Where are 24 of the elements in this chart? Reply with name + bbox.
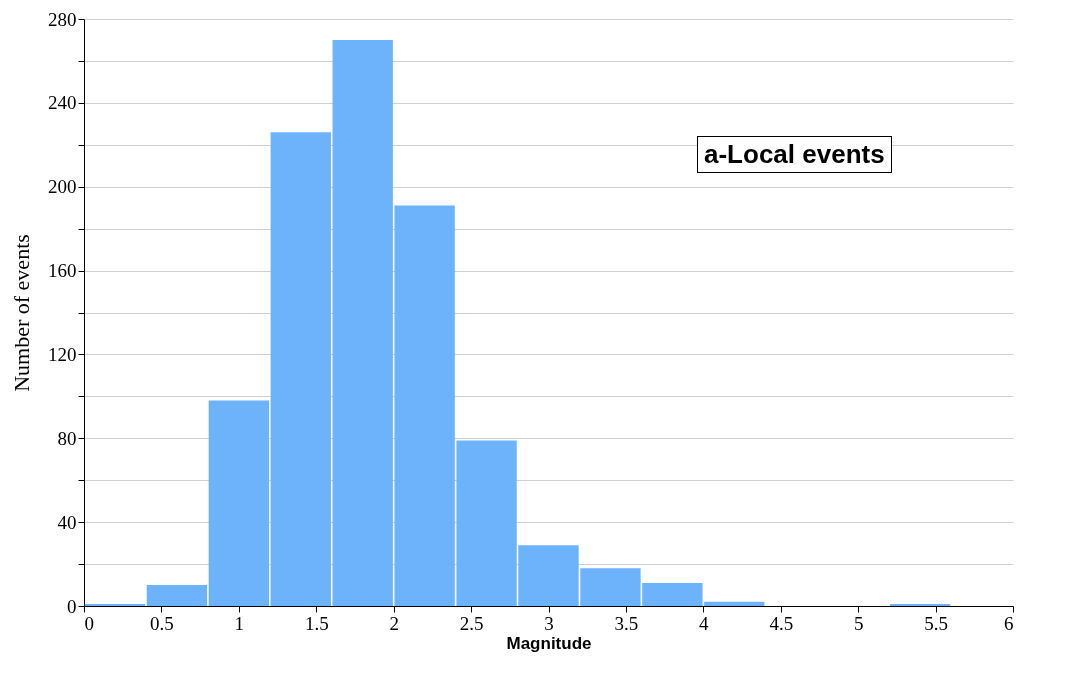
x-tick-label: 1.5 bbox=[304, 612, 329, 634]
y-tick-label: 240 bbox=[48, 92, 77, 114]
y-tick-label: 280 bbox=[48, 8, 77, 30]
annotation: a-Local events bbox=[697, 136, 892, 173]
x-tick-label: 5.5 bbox=[924, 612, 948, 634]
x-tick-label: 2.5 bbox=[459, 612, 484, 634]
x-axis-title: Magnitude bbox=[506, 633, 592, 653]
x-tick-label: 2 bbox=[389, 612, 399, 634]
y-tick-label: 0 bbox=[67, 595, 77, 617]
y-tick-label: 80 bbox=[57, 427, 77, 449]
x-tick-label: 5 bbox=[853, 612, 864, 634]
y-tick-label: 160 bbox=[48, 260, 77, 282]
y-tick-label: 120 bbox=[48, 343, 77, 365]
x-tick-label: 0 bbox=[84, 612, 94, 634]
y-tick-label: 200 bbox=[48, 176, 77, 198]
x-tick-label: 3 bbox=[544, 612, 554, 634]
x-tick-label: 6 bbox=[1004, 612, 1014, 634]
x-tick-label: 4 bbox=[699, 612, 710, 634]
x-tick-label: 0.5 bbox=[150, 612, 174, 634]
x-tick-label: 1 bbox=[234, 612, 245, 634]
y-axis-title: Number of events bbox=[9, 234, 34, 392]
x-tick-label: 3.5 bbox=[614, 612, 639, 634]
x-tick-label: 4.5 bbox=[769, 612, 794, 634]
y-tick-label: 40 bbox=[57, 511, 77, 533]
